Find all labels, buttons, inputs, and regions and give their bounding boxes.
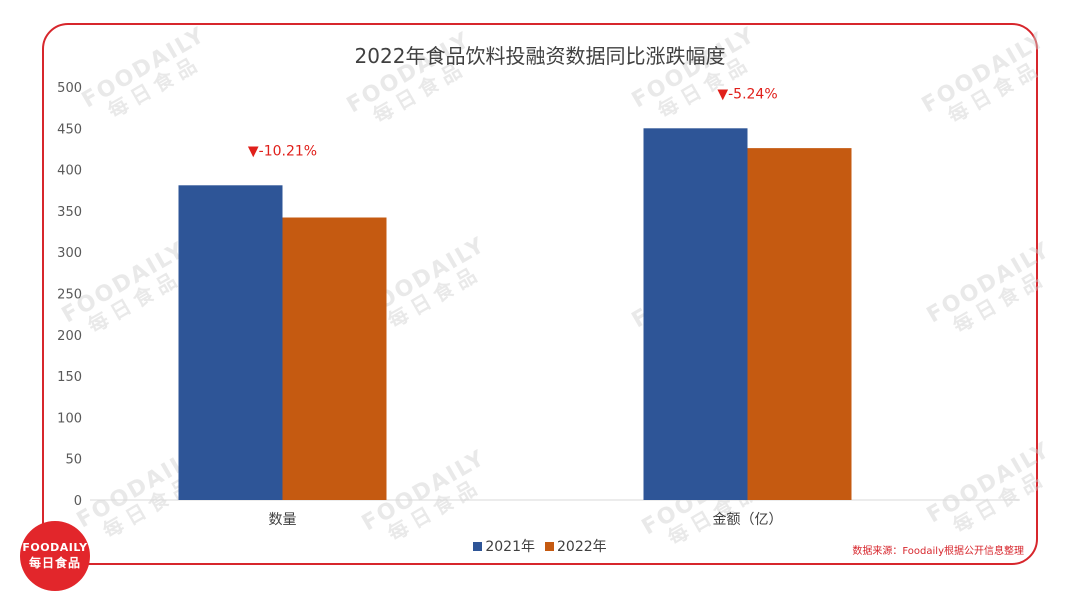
y-tick-label: 450: [57, 122, 82, 137]
logo-text-en: FOODAILY: [22, 541, 88, 554]
logo-text-cn: 每日食品: [28, 556, 81, 570]
legend-item-2021: 2021年: [473, 536, 535, 556]
bar-2021: [643, 128, 748, 501]
change-annotation: ▼-5.24%: [717, 86, 777, 102]
y-tick-label: 100: [57, 411, 82, 426]
y-tick-label: 350: [57, 205, 82, 220]
legend-label-2021: 2021年: [485, 539, 535, 555]
change-annotation: ▼-10.21%: [248, 143, 317, 159]
bar-2022: [747, 148, 852, 500]
y-tick-label: 400: [57, 164, 82, 179]
source-note: 数据来源：Foodaily根据公开信息整理: [852, 546, 1024, 557]
y-tick-label: 50: [65, 453, 82, 468]
y-tick-label: 250: [57, 288, 82, 303]
foodaily-logo: FOODAILY 每日食品: [20, 521, 90, 591]
y-tick-label: 200: [57, 329, 82, 344]
y-tick-label: 0: [74, 494, 82, 509]
legend-swatch-2021: [473, 541, 483, 551]
x-tick-label: 数量: [269, 512, 297, 528]
legend-item-2022: 2022年: [545, 536, 607, 556]
y-tick-label: 500: [57, 81, 82, 96]
y-tick-label: 300: [57, 246, 82, 261]
x-tick-label: 金额（亿）: [713, 512, 783, 528]
legend-swatch-2022: [545, 541, 554, 551]
bar-2022: [282, 217, 387, 500]
legend: 2021年 2022年: [0, 536, 1080, 556]
y-tick-label: 150: [57, 370, 82, 385]
chart-title: 2022年食品饮料投融资数据同比涨跌幅度: [354, 44, 726, 68]
bar-2021: [178, 185, 283, 500]
legend-label-2022: 2022年: [557, 539, 607, 555]
